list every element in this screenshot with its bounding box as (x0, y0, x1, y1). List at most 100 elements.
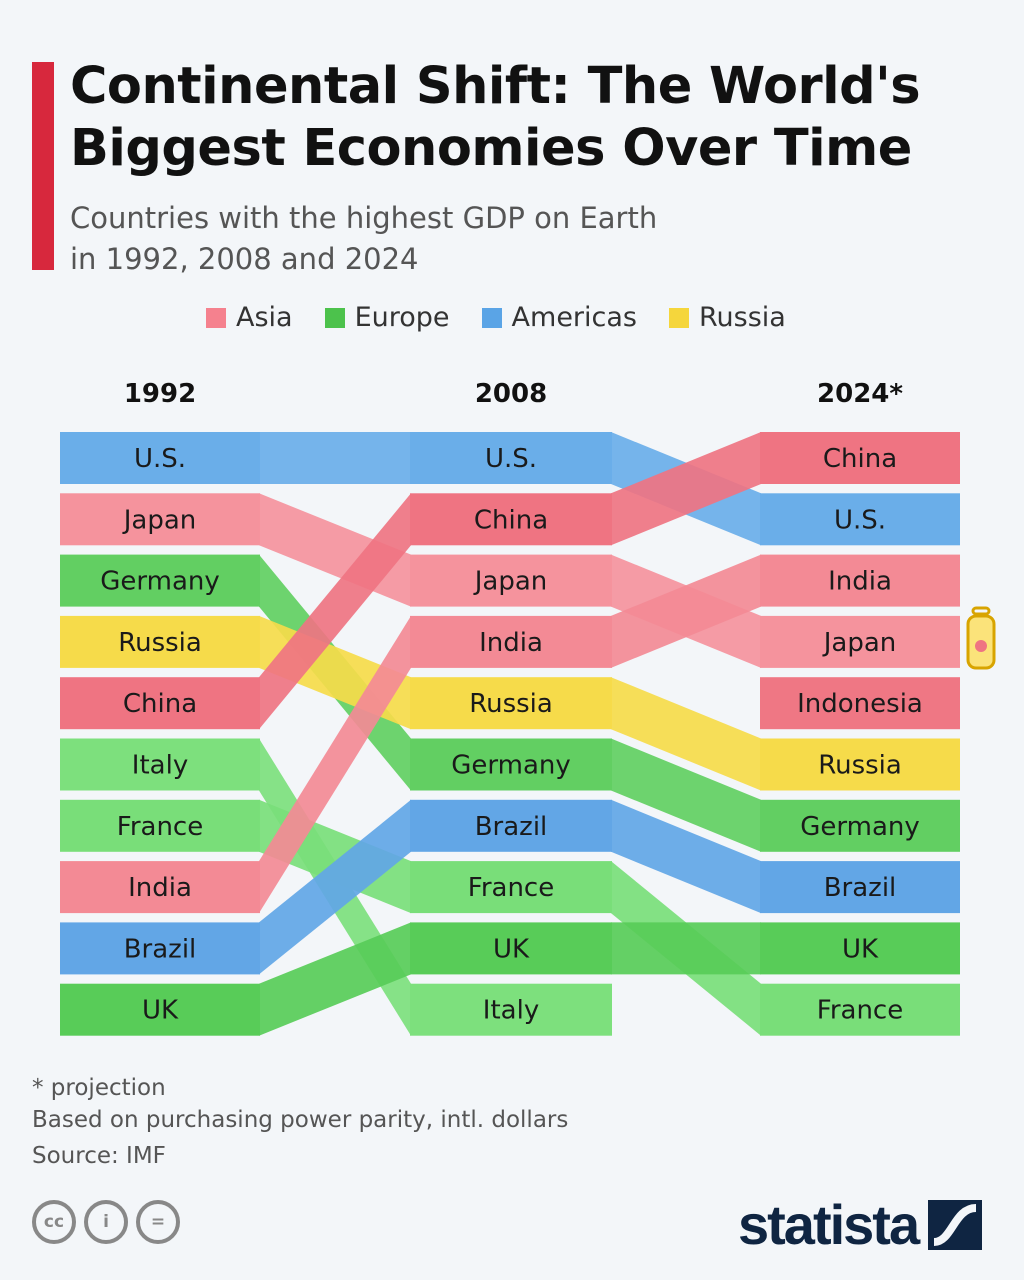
subtitle-line: in 1992, 2008 and 2024 (70, 242, 419, 276)
note-projection: * projection (32, 1075, 166, 1101)
statista-logo: statista (738, 1192, 983, 1257)
country-label: Brazil (475, 812, 548, 842)
rank-bar (760, 983, 960, 1036)
subtitle-line: Countries with the highest GDP on Earth (70, 201, 658, 235)
legend-swatch (206, 307, 226, 328)
attribution-icon: i (84, 1200, 128, 1244)
no-derivatives-icon: = (136, 1200, 180, 1244)
country-label: France (117, 812, 203, 842)
rank-bar (760, 493, 960, 546)
rank-flow (259, 799, 411, 975)
year-label: 2024* (817, 379, 903, 409)
footnotes: * projection Based on purchasing power p… (32, 1072, 568, 1172)
country-label: Russia (469, 689, 553, 719)
rank-flow (611, 922, 761, 975)
legend-swatch (481, 307, 502, 328)
rank-bar (410, 554, 612, 607)
accent-bar (32, 62, 54, 270)
rank-bar (760, 432, 960, 484)
country-label: Italy (132, 751, 188, 781)
rank-flow (611, 799, 761, 914)
country-label: Russia (118, 628, 202, 658)
rank-bar (410, 677, 612, 730)
legend-swatch (324, 307, 345, 328)
rank-bar (760, 922, 960, 975)
country-label: U.S. (834, 505, 886, 535)
rank-bar (60, 615, 260, 668)
note-source: Source: IMF (32, 1143, 166, 1169)
rank-flow (259, 432, 411, 484)
rank-bar (410, 493, 612, 546)
country-label: UK (142, 996, 179, 1026)
rank-bar (410, 738, 612, 791)
country-label: U.S. (134, 444, 186, 474)
rank-bar (760, 677, 960, 730)
legend-item-russia: Russia (669, 302, 786, 333)
rank-bar (760, 554, 960, 607)
country-label: China (823, 444, 897, 474)
rank-flow (611, 677, 761, 791)
country-label: Brazil (824, 873, 897, 903)
legend-label: Europe (354, 302, 450, 333)
country-label: India (828, 567, 892, 597)
country-label: Indonesia (797, 689, 923, 719)
country-label: Germany (800, 812, 920, 842)
country-label: UK (842, 934, 879, 964)
rank-bar (410, 799, 612, 852)
bump-chart: 1992 2008 2024* U.S. Japan Germany Russia China… (60, 379, 960, 1036)
rank-bar (60, 799, 260, 852)
subtitle: Countries with the highest GDP on Earth … (70, 198, 657, 280)
legend-item-europe: Europe (324, 302, 450, 333)
rank-bar (410, 615, 612, 668)
rank-bar (60, 554, 260, 607)
rank-flow (611, 554, 761, 668)
rank-bar (60, 983, 260, 1036)
rank-bar (410, 432, 612, 484)
country-label: Italy (483, 996, 539, 1026)
country-label: UK (493, 934, 530, 964)
country-label: U.S. (485, 444, 537, 474)
legend-label: Russia (699, 302, 786, 333)
country-label: Russia (818, 751, 902, 781)
lantern-icon (966, 606, 996, 670)
rank-bar (60, 922, 260, 975)
rank-bar (760, 861, 960, 914)
country-label: France (817, 996, 903, 1026)
rank-flow (259, 615, 411, 914)
rank-bar (60, 432, 260, 484)
country-label: Germany (451, 751, 571, 781)
license-icons: cc i = (32, 1200, 180, 1244)
rank-bar (60, 677, 260, 730)
rank-flow (611, 738, 761, 852)
rank-bar (760, 799, 960, 852)
country-label: Japan (822, 628, 897, 658)
legend: Asia Europe Americas Russia (206, 302, 786, 333)
country-label: China (123, 689, 197, 719)
rank-flow (611, 432, 761, 546)
rank-flow (259, 493, 411, 730)
cc-icon: cc (32, 1200, 76, 1244)
note-basis: Based on purchasing power parity, intl. … (32, 1107, 569, 1133)
country-label: France (468, 873, 554, 903)
country-label: India (128, 873, 192, 903)
rank-bar (760, 615, 960, 668)
rank-bar (410, 983, 612, 1036)
country-label: Brazil (124, 934, 197, 964)
page-title: Continental Shift: The World's Biggest E… (70, 57, 921, 178)
country-label: Germany (100, 567, 220, 597)
country-label: Japan (122, 505, 197, 535)
legend-label: Asia (236, 302, 293, 333)
rank-bar (60, 861, 260, 914)
country-label: India (479, 628, 543, 658)
legend-item-americas: Americas (481, 302, 637, 333)
rank-bar (60, 493, 260, 546)
rank-bar (410, 922, 612, 975)
legend-label: Americas (511, 302, 637, 333)
year-label: 1992 (124, 379, 196, 409)
year-label: 2008 (475, 379, 547, 409)
legend-item-asia: Asia (206, 302, 293, 333)
rank-bar (410, 861, 612, 914)
country-label: Japan (473, 567, 548, 597)
rank-flow (259, 922, 411, 1036)
